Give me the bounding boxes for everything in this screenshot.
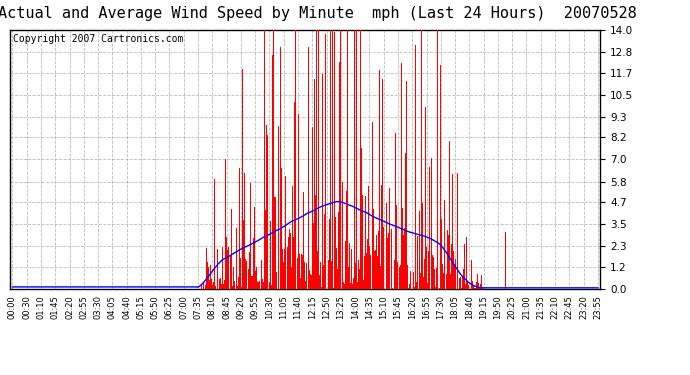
Text: Actual and Average Wind Speed by Minute  mph (Last 24 Hours)  20070528: Actual and Average Wind Speed by Minute …	[0, 6, 637, 21]
Text: Copyright 2007 Cartronics.com: Copyright 2007 Cartronics.com	[13, 34, 184, 44]
